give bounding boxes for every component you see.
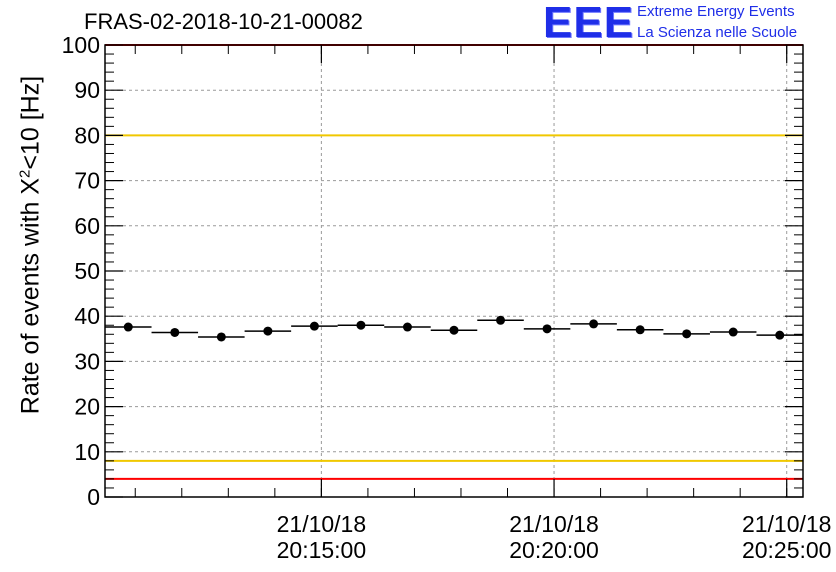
data-point (635, 325, 645, 335)
plot-frame (104, 44, 804, 498)
y-axis-label: Rate of events with X2<10 [Hz] (16, 76, 45, 414)
y-tick-label: 80 (74, 122, 100, 148)
data-series (105, 315, 803, 342)
reference-lines (105, 44, 803, 480)
y-tick-label: 10 (74, 439, 100, 465)
logo-subtitle-2: La Scienza nelle Scuole (637, 24, 798, 41)
eee-logo: EEE (543, 0, 635, 47)
y-axis-label-sup: 2 (16, 169, 34, 178)
y-tick-label: 50 (74, 258, 100, 284)
tick-labels: 010203040506070809010021/10/1820:15:0021… (62, 32, 832, 563)
y-tick-label: 90 (74, 77, 100, 103)
data-point (263, 326, 273, 336)
x-tick-label-date: 21/10/18 (277, 511, 367, 537)
data-point (170, 327, 180, 337)
y-axis-label-prefix: Rate of events with X (16, 177, 45, 415)
data-point (682, 329, 692, 339)
x-tick-label-time: 20:25:00 (742, 537, 832, 563)
data-point (449, 325, 459, 335)
x-tick-label-date: 21/10/18 (742, 511, 832, 537)
data-point (775, 330, 785, 340)
y-tick-label: 20 (74, 394, 100, 420)
data-point (216, 332, 226, 342)
data-point (589, 319, 599, 329)
data-point (728, 327, 738, 337)
data-point (542, 324, 552, 334)
y-tick-label: 0 (87, 484, 100, 510)
grid-layer (105, 45, 803, 497)
y-tick-label: 60 (74, 213, 100, 239)
y-tick-label: 70 (74, 168, 100, 194)
x-tick-label-time: 20:20:00 (509, 537, 599, 563)
y-tick-label: 40 (74, 303, 100, 329)
data-point (496, 315, 506, 325)
y-axis-label-suffix: <10 [Hz] (16, 75, 45, 170)
data-point (356, 320, 366, 330)
x-tick-label-date: 21/10/18 (509, 511, 599, 537)
y-tick-label: 30 (74, 348, 100, 374)
chart-title: FRAS-02-2018-10-21-00082 (84, 9, 363, 34)
y-tick-label: 100 (62, 32, 100, 58)
data-point (402, 322, 412, 332)
data-point (123, 322, 133, 332)
logo-subtitle-1: Extreme Energy Events (637, 3, 795, 20)
x-tick-label-time: 20:15:00 (277, 537, 367, 563)
data-point (309, 321, 319, 331)
